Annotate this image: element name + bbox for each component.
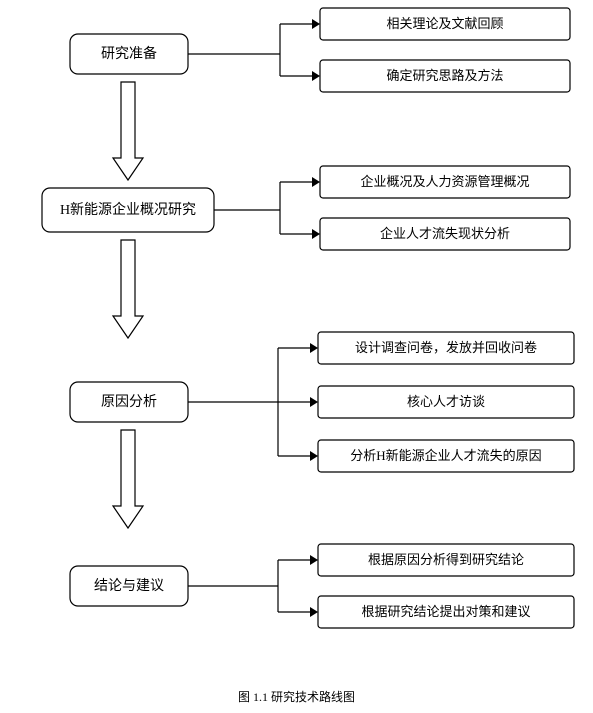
down-arrow — [113, 430, 143, 528]
main-node-label: 原因分析 — [101, 394, 157, 410]
main-node-label: 研究准备 — [101, 45, 157, 62]
sub-node-label: 根据研究结论提出对策和建议 — [361, 604, 530, 619]
sub-node-label: 相关理论及文献回顾 — [386, 16, 503, 31]
sub-node-label: 根据原因分析得到研究结论 — [368, 552, 524, 567]
sub-node-label: 设计调查问卷，发放并回收问卷 — [355, 340, 537, 355]
down-arrow — [113, 82, 143, 180]
flowchart: 研究准备 H新能源企业概况研究原因分析结论与建议 相关理论及文献回顾确定研究思路及方… — [0, 0, 593, 713]
arrowhead-right — [312, 19, 320, 29]
arrowhead-right — [310, 343, 318, 353]
sub-node-label: 确定研究思路及方法 — [386, 68, 503, 83]
arrowhead-right — [310, 397, 318, 407]
sub-node-label: 企业人才流失现状分析 — [380, 226, 510, 241]
figure-caption: 图 1.1 研究技术路线图 — [0, 688, 593, 705]
sub-node-label: 核心人才访谈 — [407, 394, 485, 409]
main-node-label: 结论与建议 — [94, 578, 164, 594]
arrowhead-right — [312, 177, 320, 187]
sub-node-label: 分析H新能源企业人才流失的原因 — [350, 448, 541, 463]
arrowhead-right — [310, 555, 318, 565]
sub-node-label: 企业概况及人力资源管理概况 — [360, 174, 529, 189]
arrowhead-right — [312, 71, 320, 81]
arrowhead-right — [310, 451, 318, 461]
arrowhead-right — [310, 607, 318, 617]
arrowhead-right — [312, 229, 320, 239]
down-arrow — [113, 240, 143, 338]
main-node-label: H新能源企业概况研究 — [60, 201, 196, 218]
